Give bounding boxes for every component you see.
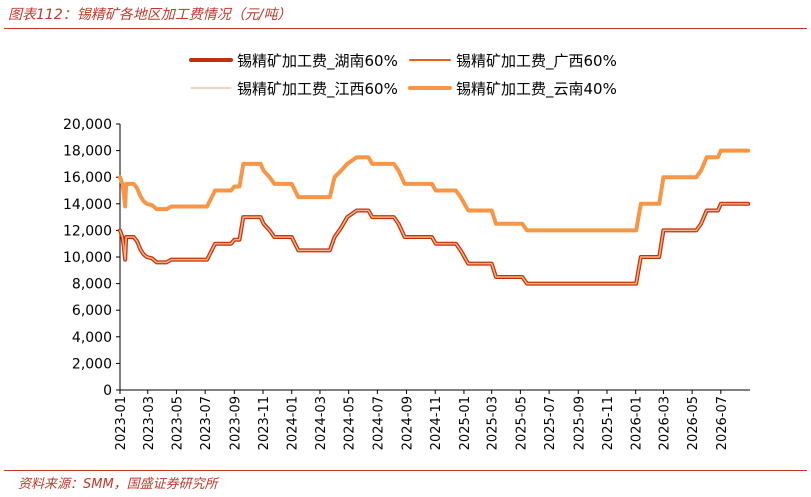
x-tick-label: 2025-07 xyxy=(543,396,558,450)
x-tick-label: 2023-11 xyxy=(257,396,272,450)
x-tick-label: 2024-05 xyxy=(343,396,358,450)
series-line xyxy=(119,203,749,285)
x-tick-label: 2026-01 xyxy=(630,396,645,450)
x-tick-label: 2023-03 xyxy=(142,396,157,450)
x-tick-label: 2025-09 xyxy=(572,396,587,450)
x-tick-label: 2026-07 xyxy=(715,396,730,450)
x-tick-label: 2025-05 xyxy=(514,396,529,450)
y-tick-label: 2,000 xyxy=(72,356,112,372)
legend-label: 锡精矿加工费_湖南60% xyxy=(237,52,398,71)
x-tick-label: 2026-05 xyxy=(686,396,701,450)
x-tick-label: 2025-01 xyxy=(458,396,473,450)
tin-concentrate-fee-chart: 0 2,000 4,000 6,000 8,000 10,000 12,000 14,000 1… xyxy=(63,52,751,450)
x-tick-label: 2024-03 xyxy=(314,396,329,450)
x-tick-label: 2024-07 xyxy=(371,396,386,450)
y-tick-label: 4,000 xyxy=(72,330,112,346)
top-divider xyxy=(4,28,807,29)
figure-title: 图表112：锡精矿各地区加工费情况（元/吨） xyxy=(8,7,292,23)
x-tick-label: 2025-03 xyxy=(486,396,501,450)
x-tick-label: 2023-01 xyxy=(114,396,129,450)
x-tick-label: 2023-07 xyxy=(199,396,214,450)
y-tick-label: 10,000 xyxy=(63,250,112,266)
y-tick-label: 16,000 xyxy=(63,170,112,186)
bottom-divider xyxy=(4,470,807,471)
y-tick-label: 0 xyxy=(103,383,112,399)
y-tick-label: 14,000 xyxy=(63,197,112,213)
x-tick-label: 2024-01 xyxy=(286,396,301,450)
x-tick-label: 2026-03 xyxy=(657,396,672,450)
x-tick-label: 2025-11 xyxy=(601,396,616,450)
y-tick-label: 20,000 xyxy=(63,117,112,133)
y-tick-label: 6,000 xyxy=(72,303,112,319)
x-tick-label: 2024-09 xyxy=(401,396,416,450)
y-tick-label: 18,000 xyxy=(63,144,112,160)
y-tick-label: 12,000 xyxy=(63,223,112,239)
series-line xyxy=(118,148,751,233)
y-tick-label: 8,000 xyxy=(72,277,112,293)
figure-source: 资料来源：SMM，国盛证券研究所 xyxy=(18,477,218,492)
legend-label: 锡精矿加工费_云南40% xyxy=(456,80,617,99)
x-tick-label: 2023-09 xyxy=(228,396,243,450)
legend-label: 锡精矿加工费_江西60% xyxy=(237,80,398,99)
x-tick-label: 2024-11 xyxy=(429,396,444,450)
legend-label: 锡精矿加工费_广西60% xyxy=(456,52,617,71)
x-tick-label: 2023-05 xyxy=(170,396,185,450)
